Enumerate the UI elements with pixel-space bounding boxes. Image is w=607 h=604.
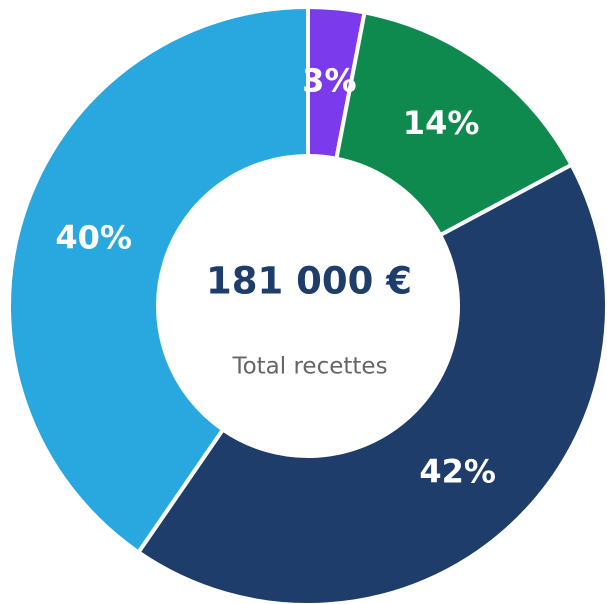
center-value: 181 000 € — [206, 260, 412, 303]
center-label: Total recettes — [231, 354, 387, 380]
slice — [7, 5, 310, 555]
labels: 3% 14% 42% 40% — [55, 62, 496, 491]
slice-label: 14% — [403, 104, 480, 142]
slices — [7, 5, 607, 604]
slice-label: 40% — [55, 218, 132, 256]
slice-label: 42% — [419, 452, 496, 490]
slice-label: 3% — [302, 62, 356, 100]
slice — [136, 162, 607, 604]
slice — [334, 10, 574, 238]
